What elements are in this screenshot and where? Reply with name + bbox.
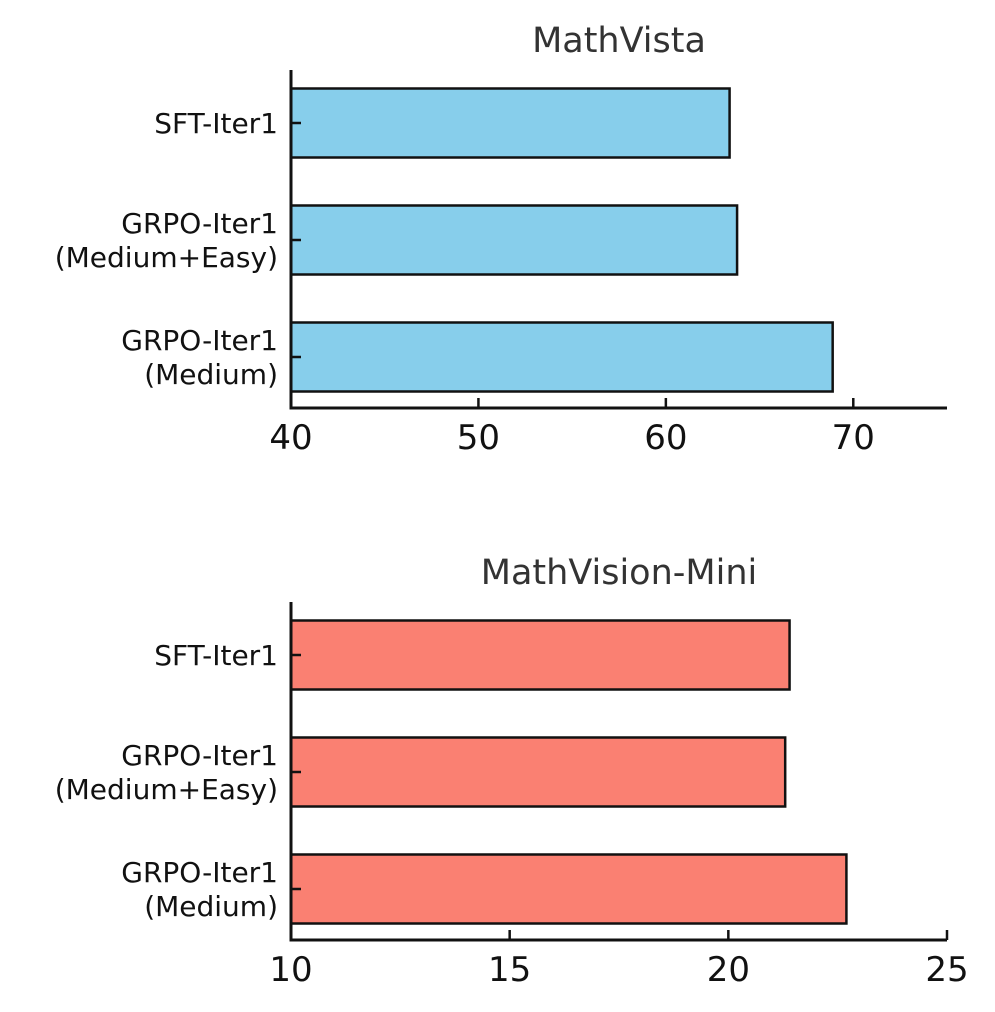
y-tick-label: GRPO-Iter1 (Medium) xyxy=(121,324,278,391)
x-tick-label: 20 xyxy=(707,950,750,990)
x-tick-label: 15 xyxy=(488,950,531,990)
chart-panel-1: MathVista SFT-Iter1 GRPO-Iter1 (Medium+Easy… xyxy=(55,21,947,458)
bar-1 xyxy=(289,87,731,159)
x-tick-label: 60 xyxy=(644,418,687,458)
y-tick-label: SFT-Iter1 xyxy=(154,107,278,140)
chart-title: MathVista xyxy=(532,21,706,61)
bar-3 xyxy=(289,321,834,393)
x-tick-label: 70 xyxy=(832,418,875,458)
y-tick-label: GRPO-Iter1 (Medium) xyxy=(121,856,278,923)
x-tick-label: 25 xyxy=(925,950,968,990)
bar-1 xyxy=(289,619,791,691)
x-tick-label: 40 xyxy=(269,418,312,458)
x-tick-label: 10 xyxy=(269,950,312,990)
chart-panel-2: MathVision-Mini SFT-Iter1 GRPO-Iter1 (Mediu… xyxy=(55,553,969,990)
x-tick-label: 50 xyxy=(457,418,500,458)
bar-2 xyxy=(289,204,739,276)
bar-3 xyxy=(289,853,848,925)
y-tick-label: GRPO-Iter1 (Medium+Easy) xyxy=(55,207,278,274)
y-tick-label: GRPO-Iter1 (Medium+Easy) xyxy=(55,739,278,806)
chart-title: MathVision-Mini xyxy=(481,553,757,593)
bar-2 xyxy=(289,736,787,808)
y-tick-label: SFT-Iter1 xyxy=(154,639,278,672)
